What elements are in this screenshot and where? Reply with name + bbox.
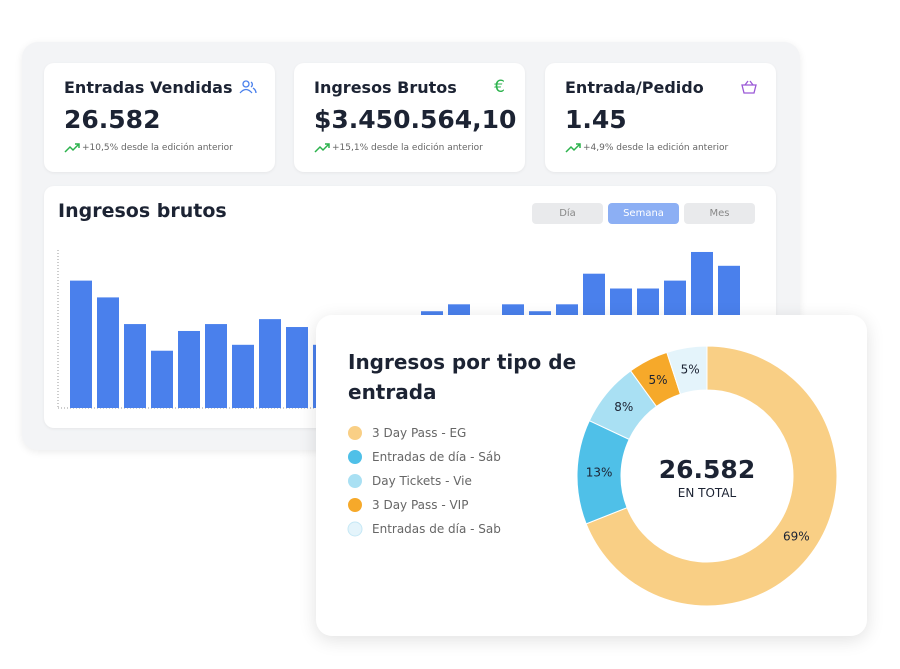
- slice-label: 69%: [783, 530, 810, 544]
- legend-swatch: [348, 450, 362, 464]
- kpi-value: 26.582: [64, 105, 161, 134]
- bar: [178, 330, 200, 408]
- bar: [232, 344, 254, 408]
- bar: [70, 280, 92, 408]
- legend-label: 3 Day Pass - EG: [372, 426, 466, 440]
- trend-arrow: [565, 143, 581, 153]
- bar-title: Ingresos brutos: [58, 200, 227, 222]
- bar: [205, 324, 227, 408]
- legend-label: Entradas de día - Sáb: [372, 450, 501, 464]
- slice-label: 5%: [648, 373, 667, 387]
- legend-swatch: [347, 521, 363, 537]
- kpi-trend: +4,9% desde la edición anterior: [583, 143, 729, 153]
- toggle-button[interactable]: Semana: [608, 203, 679, 224]
- legend-swatch: [348, 426, 362, 440]
- bar: [97, 297, 119, 408]
- kpi-value: $3.450.564,10: [314, 105, 517, 134]
- donut-card: Ingresos por tipo de entrada 69% 3 Day Pa…: [316, 315, 867, 636]
- kpi-card: Entrada/Pedido 1.45 +4,9% desde la edición…: [545, 63, 776, 172]
- legend-label: Entradas de día - Sab: [372, 522, 501, 536]
- legend-swatch: [348, 474, 362, 488]
- slice-label: 8%: [614, 400, 633, 414]
- kpi-trend: +10,5% desde la edición anterior: [82, 143, 233, 153]
- donut-chart: 69% 3 Day Pass - EG 13% Entradas de día - S…: [347, 345, 838, 607]
- center-label: EN TOTAL: [678, 486, 737, 500]
- legend-label: Day Tickets - Vie: [372, 474, 472, 488]
- trend-arrow: [314, 143, 330, 153]
- trend-arrow: [64, 143, 80, 153]
- kpi-title: Entrada/Pedido: [565, 78, 704, 97]
- kpi-icon: €: [494, 77, 505, 97]
- donut-slice: [666, 345, 708, 395]
- bar: [124, 324, 146, 408]
- legend-swatch: [348, 498, 362, 512]
- toggle-button[interactable]: Mes: [684, 203, 755, 224]
- bar: [151, 350, 173, 408]
- legend-label: 3 Day Pass - VIP: [372, 498, 468, 512]
- kpi-title: Ingresos Brutos: [314, 78, 457, 97]
- bar: [286, 327, 308, 408]
- bar: [259, 319, 281, 408]
- slice-label: 13%: [586, 466, 613, 480]
- kpi-card: Ingresos Brutos $3.450.564,10 +15,1% desde…: [294, 63, 525, 172]
- kpi-icon: [741, 80, 757, 94]
- kpi-card: Entradas Vendidas 26.582 +10,5% desde la e…: [44, 63, 275, 172]
- kpi-value: 1.45: [565, 105, 627, 134]
- donut-slice: [585, 345, 838, 607]
- center-value: 26.582: [659, 455, 755, 484]
- kpi-icon: [239, 80, 257, 94]
- kpi-title: Entradas Vendidas: [64, 78, 233, 97]
- donut-title: Ingresos por tipo de entrada: [348, 350, 577, 404]
- toggle-button[interactable]: Día: [532, 203, 603, 224]
- kpi-trend: +15,1% desde la edición anterior: [332, 143, 483, 153]
- slice-label: 5%: [681, 362, 700, 376]
